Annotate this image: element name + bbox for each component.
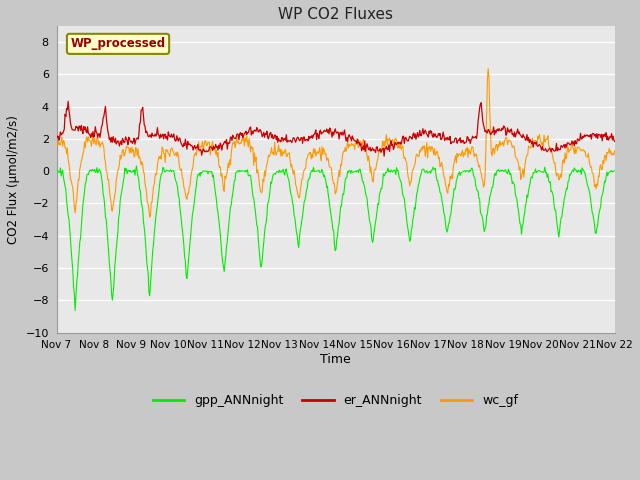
Title: WP CO2 Fluxes: WP CO2 Fluxes bbox=[278, 7, 393, 22]
Legend: gpp_ANNnight, er_ANNnight, wc_gf: gpp_ANNnight, er_ANNnight, wc_gf bbox=[148, 389, 523, 412]
Text: WP_processed: WP_processed bbox=[70, 37, 166, 50]
X-axis label: Time: Time bbox=[320, 353, 351, 366]
Y-axis label: CO2 Flux (μmol/m2/s): CO2 Flux (μmol/m2/s) bbox=[7, 115, 20, 244]
